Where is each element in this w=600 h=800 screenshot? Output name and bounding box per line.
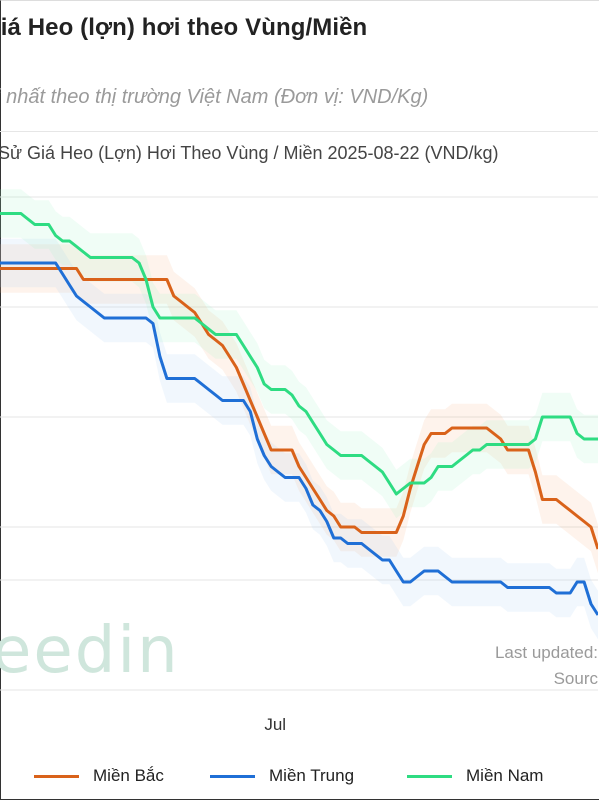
legend-item-mien-nam[interactable]: Miền Nam bbox=[407, 763, 543, 789]
series-line-mien-bac bbox=[0, 267, 598, 550]
chart-legend: Miền Bắc Miền Trung Miền Nam bbox=[0, 763, 598, 789]
legend-item-mien-trung[interactable]: Miền Trung bbox=[210, 763, 354, 789]
legend-swatch-mien-nam bbox=[407, 774, 452, 778]
series-line-mien-trung bbox=[0, 261, 598, 616]
legend-swatch-mien-trung bbox=[210, 774, 255, 778]
last-updated-text: Last updated: bbox=[494, 643, 598, 662]
page-title: giá Heo (lợn) hơi theo Vùng/Miền bbox=[0, 14, 368, 41]
band-miền-bắc bbox=[0, 244, 598, 574]
legend-label-mien-bac: Miền Bắc bbox=[93, 766, 164, 785]
legend-label-mien-trung: Miền Trung bbox=[269, 766, 355, 785]
legend-label-mien-nam: Miền Nam bbox=[466, 766, 544, 785]
legend-item-mien-bac[interactable]: Miền Bắc bbox=[34, 763, 164, 789]
logo-text: eedin bbox=[0, 614, 180, 688]
series-line-mien-nam bbox=[0, 212, 598, 496]
page-subtitle: ới nhất theo thị trường Việt Nam (Đơn vị… bbox=[0, 86, 429, 108]
price-line-chart: Jul bbox=[0, 189, 598, 730]
logo: eedin bbox=[0, 614, 180, 688]
legend-swatch-mien-bac bbox=[34, 774, 79, 778]
source-text: Sourc bbox=[553, 669, 598, 688]
band-miền-trung bbox=[0, 238, 598, 640]
chart-title: Sử Giá Heo (Lợn) Hơi Theo Vùng / Miền 20… bbox=[0, 143, 499, 163]
band-miền-nam bbox=[0, 189, 598, 519]
x-tick-label: Jul bbox=[264, 715, 286, 730]
separator bbox=[0, 131, 598, 132]
